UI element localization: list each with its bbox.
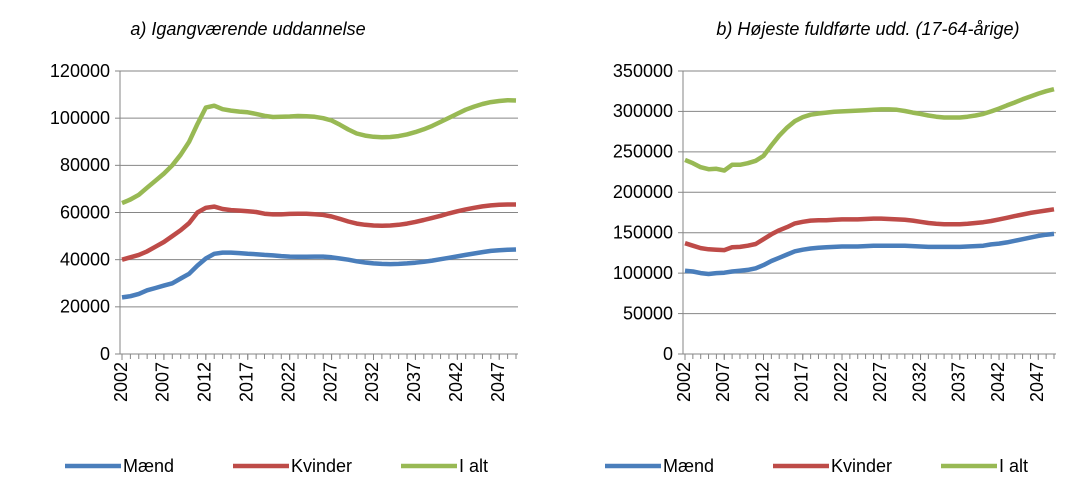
- y-tick-label: 200000: [613, 182, 673, 202]
- y-tick-label: 40000: [60, 249, 110, 269]
- x-tick-label: 2007: [153, 362, 173, 402]
- series-line: [121, 247, 517, 300]
- x-tick-label: 2007: [713, 362, 733, 402]
- x-tick-label: 2012: [752, 362, 772, 402]
- y-tick-label: 50000: [623, 303, 673, 323]
- y-tick-label: 20000: [60, 297, 110, 317]
- x-tick-label: 2002: [111, 362, 131, 402]
- x-tick-label: 2022: [831, 362, 851, 402]
- legend-label: Mænd: [123, 456, 174, 476]
- x-tick-label: 2047: [1027, 362, 1047, 402]
- legend-label: Kvinder: [291, 456, 352, 476]
- chart-title: b) Højeste fuldførte udd. (17-64-årige): [716, 19, 1019, 39]
- y-tick-label: 0: [663, 344, 673, 364]
- x-tick-label: 2047: [488, 362, 508, 402]
- y-tick-label: 100000: [613, 263, 673, 283]
- y-tick-label: 300000: [613, 101, 673, 121]
- y-tick-label: 120000: [50, 61, 110, 81]
- x-tick-label: 2022: [278, 362, 298, 402]
- legend-label: Mænd: [663, 456, 714, 476]
- x-tick-label: 2032: [362, 362, 382, 402]
- x-tick-label: 2037: [404, 362, 424, 402]
- y-tick-label: 150000: [613, 222, 673, 242]
- x-tick-label: 2017: [792, 362, 812, 402]
- y-tick-label: 0: [100, 344, 110, 364]
- y-tick-label: 250000: [613, 142, 673, 162]
- x-tick-label: 2002: [674, 362, 694, 402]
- series-line: [684, 231, 1055, 277]
- y-tick-label: 60000: [60, 202, 110, 222]
- legend-label: I alt: [459, 456, 488, 476]
- x-tick-label: 2037: [949, 362, 969, 402]
- series-line: [684, 207, 1055, 253]
- y-tick-label: 80000: [60, 155, 110, 175]
- legend-label: I alt: [999, 456, 1028, 476]
- x-tick-label: 2027: [870, 362, 890, 402]
- x-tick-label: 2012: [195, 362, 215, 402]
- y-tick-label: 100000: [50, 108, 110, 128]
- x-tick-label: 2032: [909, 362, 929, 402]
- chart-title: a) Igangværende uddannelse: [130, 19, 365, 39]
- series-line: [684, 87, 1055, 173]
- x-tick-label: 2042: [446, 362, 466, 402]
- x-tick-label: 2042: [988, 362, 1008, 402]
- series-line: [121, 97, 517, 206]
- x-tick-label: 2017: [236, 362, 256, 402]
- legend-label: Kvinder: [831, 456, 892, 476]
- x-tick-label: 2027: [320, 362, 340, 402]
- series-line: [121, 202, 516, 262]
- y-tick-label: 350000: [613, 61, 673, 81]
